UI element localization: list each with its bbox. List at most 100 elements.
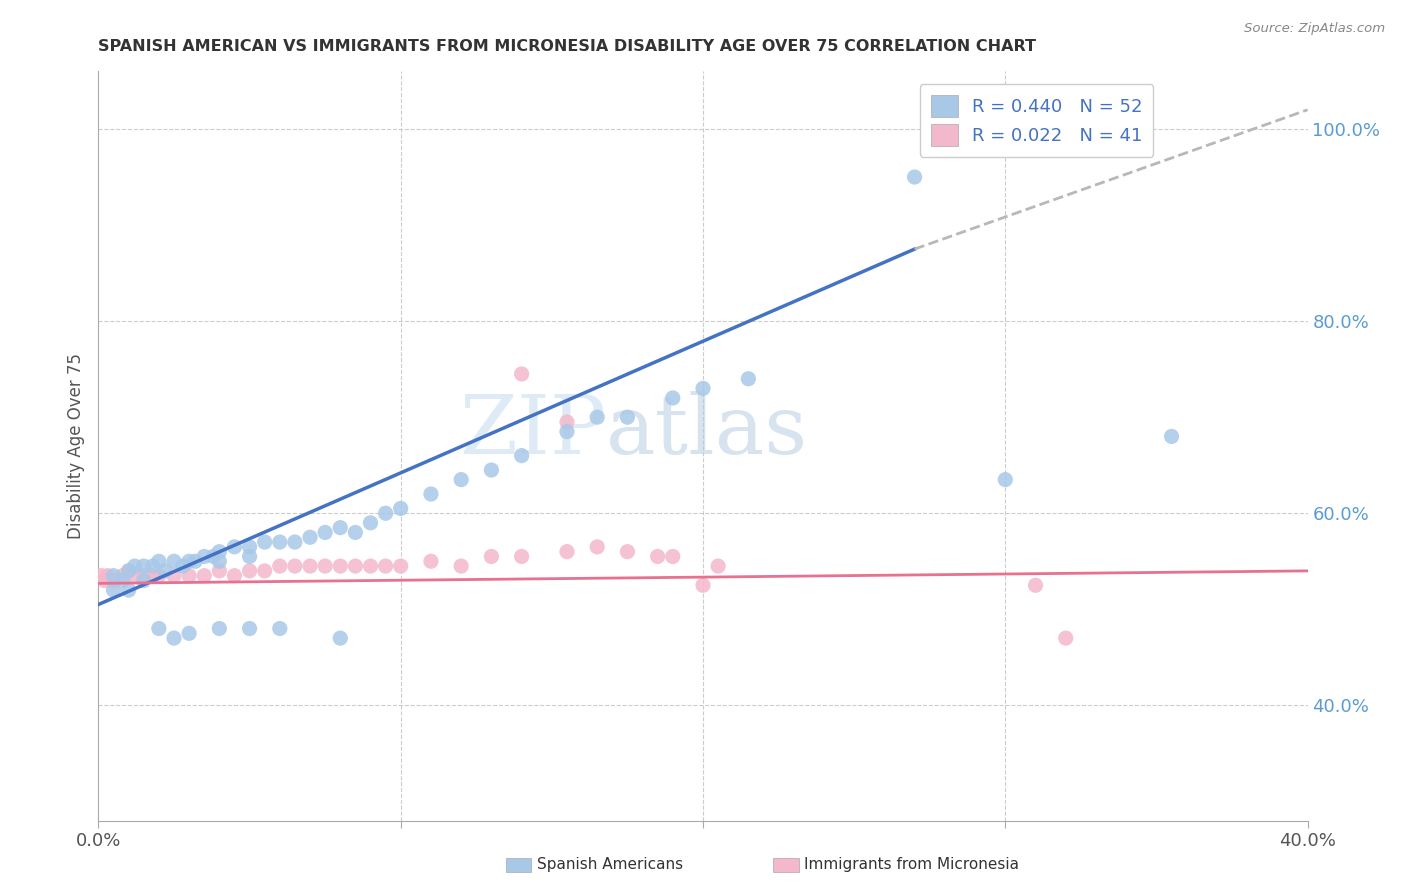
Point (374, 559, 396, 574)
Point (510, 549, 533, 564)
Point (707, 559, 730, 574)
Point (163, 568, 186, 582)
Point (239, 549, 262, 564)
Point (329, 559, 352, 574)
Point (420, 554, 443, 568)
Point (904, 169, 927, 184)
Text: Source: ZipAtlas.com: Source: ZipAtlas.com (1244, 22, 1385, 36)
Point (208, 622, 231, 636)
Point (103, 568, 125, 582)
Point (344, 525, 367, 540)
Point (184, 554, 207, 568)
Text: Immigrants from Micronesia: Immigrants from Micronesia (804, 857, 1019, 872)
Point (179, 626, 201, 640)
Point (586, 540, 609, 554)
Point (314, 525, 336, 540)
Point (1054, 631, 1077, 645)
Text: SPANISH AMERICAN VS IMMIGRANTS FROM MICRONESIA DISABILITY AGE OVER 75 CORRELATIO: SPANISH AMERICAN VS IMMIGRANTS FROM MICR… (98, 38, 1036, 54)
Point (269, 559, 291, 574)
Point (163, 554, 186, 568)
Point (153, 564, 176, 578)
Point (661, 549, 683, 564)
Point (1024, 578, 1046, 592)
Point (737, 372, 759, 386)
Point (481, 549, 503, 564)
Point (616, 410, 638, 425)
Point (994, 473, 1017, 487)
Point (661, 391, 683, 405)
Point (132, 559, 155, 574)
Point (179, 568, 201, 582)
Point (299, 530, 322, 544)
Point (450, 559, 472, 574)
Point (239, 540, 262, 554)
Point (111, 568, 134, 582)
Point (329, 631, 352, 645)
Point (208, 554, 231, 568)
Point (1160, 429, 1182, 443)
Point (193, 549, 215, 564)
Point (124, 559, 146, 574)
Point (163, 631, 186, 645)
Point (202, 549, 225, 564)
Point (142, 559, 165, 574)
Point (269, 622, 291, 636)
Point (692, 381, 714, 395)
Point (389, 559, 412, 574)
Point (124, 568, 146, 582)
Point (148, 568, 170, 582)
Point (142, 568, 165, 582)
Point (329, 521, 352, 535)
Point (132, 568, 155, 582)
Text: atlas: atlas (606, 391, 808, 471)
Point (510, 449, 533, 463)
Point (450, 473, 472, 487)
Point (208, 564, 231, 578)
Point (172, 559, 194, 574)
Point (93, 574, 115, 588)
Point (118, 564, 141, 578)
Point (360, 516, 382, 530)
Point (193, 568, 215, 582)
Point (284, 535, 307, 549)
Point (239, 564, 262, 578)
Point (132, 574, 155, 588)
Point (389, 501, 412, 516)
Point (314, 559, 336, 574)
Point (118, 583, 141, 598)
Point (224, 540, 246, 554)
Point (420, 487, 443, 501)
Point (239, 622, 262, 636)
Point (103, 583, 125, 598)
Point (148, 554, 170, 568)
Point (269, 535, 291, 549)
Point (555, 544, 578, 558)
Text: ZIP: ZIP (460, 391, 606, 471)
Legend: R = 0.440   N = 52, R = 0.022   N = 41: R = 0.440 N = 52, R = 0.022 N = 41 (920, 84, 1153, 157)
Point (90, 568, 112, 582)
Point (208, 544, 231, 558)
Text: Spanish Americans: Spanish Americans (537, 857, 683, 872)
Point (555, 415, 578, 429)
Point (692, 578, 714, 592)
Point (253, 564, 276, 578)
Point (103, 574, 125, 588)
Point (647, 549, 669, 564)
Point (344, 559, 367, 574)
Y-axis label: Disability Age Over 75: Disability Age Over 75 (66, 353, 84, 539)
Point (374, 506, 396, 520)
Point (96, 568, 118, 582)
Point (118, 564, 141, 578)
Point (616, 544, 638, 558)
Point (224, 568, 246, 582)
Point (284, 559, 307, 574)
Point (179, 554, 201, 568)
Point (111, 574, 134, 588)
Point (555, 425, 578, 439)
Point (253, 535, 276, 549)
Point (360, 559, 382, 574)
Point (510, 367, 533, 381)
Point (299, 559, 322, 574)
Point (586, 410, 609, 425)
Point (481, 463, 503, 477)
